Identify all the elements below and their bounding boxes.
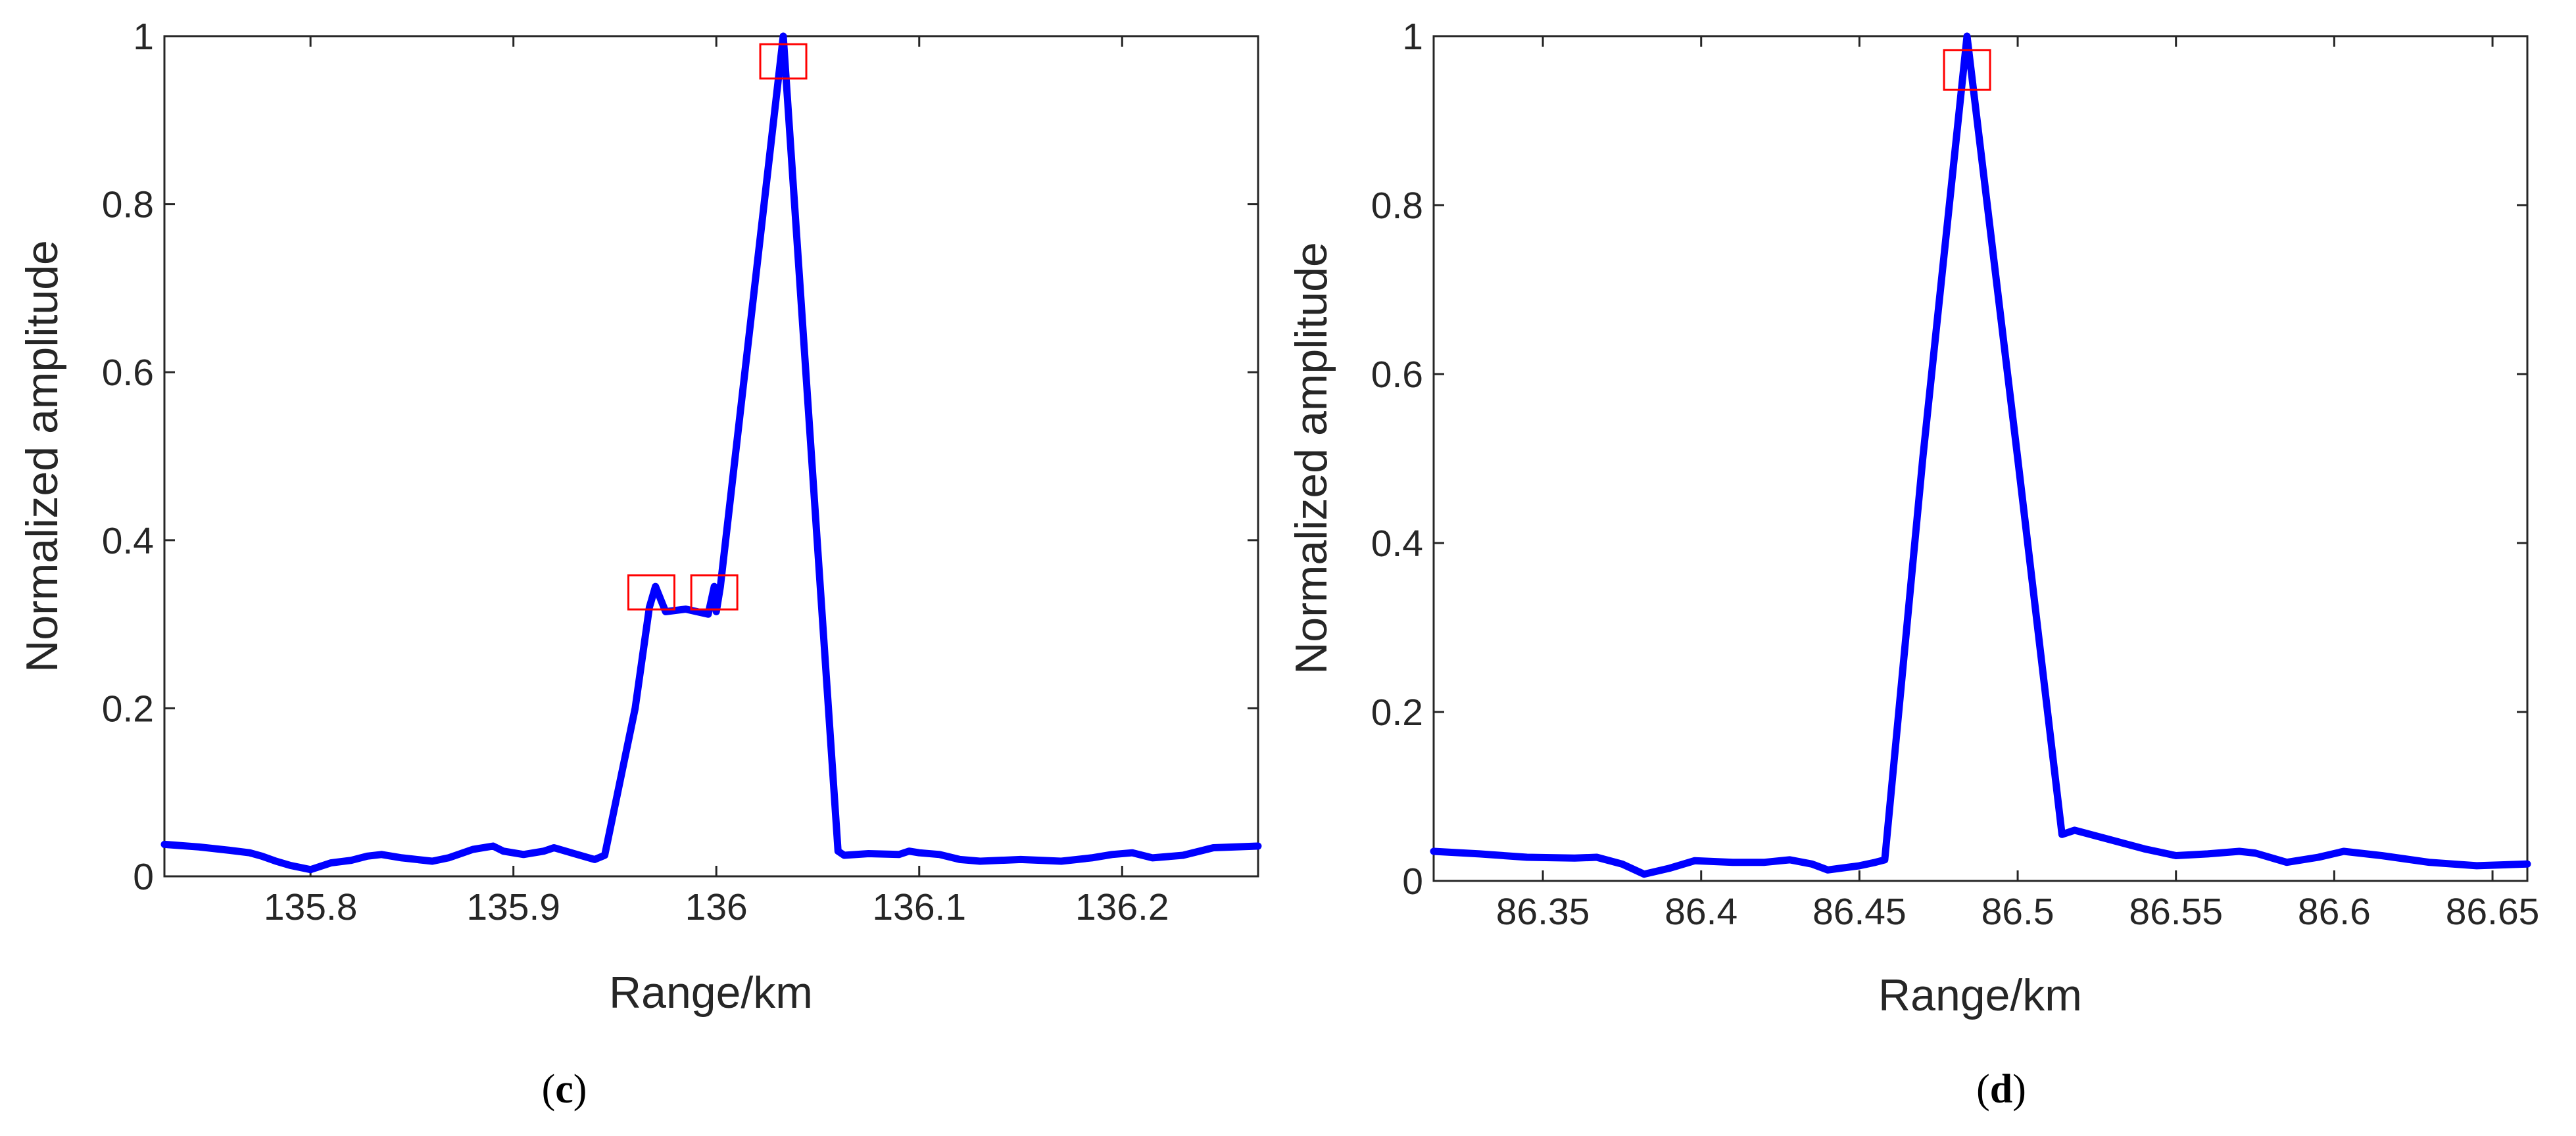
y-axis-label-c: Normalized amplitude (17, 240, 67, 673)
caption-c-letter: c (555, 1067, 573, 1112)
y-tick-label-c: 0.6 (102, 352, 154, 394)
x-tick-label-c: 135.9 (466, 886, 560, 928)
y-tick-label-d: 0.2 (1371, 692, 1423, 734)
y-tick-label-d: 0.4 (1371, 523, 1423, 565)
plot-area-c: 135.8 135.9 136 136.1 136.2 0 0.2 0.4 0.6 0.8 1 (102, 16, 1262, 928)
y-tick-label-d: 1 (1402, 16, 1423, 58)
x-axis-label-c: Range/km (609, 968, 813, 1018)
caption-c: (c) (542, 1067, 587, 1112)
caption-d-letter: d (1990, 1067, 2012, 1112)
caption-d: (d) (1976, 1067, 2026, 1112)
peak-marker-box-c (759, 43, 808, 80)
peak-marker-box-c (690, 574, 739, 611)
plot-frame-c (163, 35, 1259, 878)
x-tick-label-d: 86.4 (1665, 891, 1738, 933)
y-tick-label-c: 0.4 (102, 520, 154, 562)
y-tick-label-d: 0.6 (1371, 354, 1423, 396)
x-tick-label-c: 136 (685, 886, 748, 928)
x-tick-label-d: 86.6 (2298, 891, 2371, 933)
peak-marker-box-d (1943, 49, 1991, 91)
x-tick-label-d: 86.35 (1496, 891, 1590, 933)
y-tick-label-c: 0 (133, 856, 154, 898)
y-tick-label-c: 0.8 (102, 184, 154, 226)
x-axis-label-d: Range/km (1878, 970, 2082, 1020)
x-tick-label-c: 135.8 (264, 886, 358, 928)
y-axis-label-d: Normalized amplitude (1286, 242, 1336, 674)
x-tick-label-c: 136.2 (1075, 886, 1169, 928)
y-tick-label-d: 0 (1402, 861, 1423, 903)
peak-marker-box-c (627, 574, 675, 611)
x-tick-label-d: 86.55 (2129, 891, 2223, 933)
plot-area-d: 86.35 86.4 86.45 86.5 86.55 86.6 86.65 0 0.2 0.4 0… (1371, 16, 2540, 933)
chart-panel-d: 86.35 86.4 86.45 86.5 86.55 86.6 86.65 0 0.2 0.4 0… (1286, 16, 2539, 1112)
series-line-d (1430, 32, 2531, 878)
x-tick-label-d: 86.45 (1812, 891, 1907, 933)
chart-panel-c: 135.8 135.9 136 136.1 136.2 0 0.2 0.4 0.6 0.8 1 Ra… (17, 16, 1262, 1112)
y-tick-label-c: 0.2 (102, 688, 154, 730)
series-line-c (160, 32, 1262, 874)
y-tick-label-c: 1 (133, 16, 154, 58)
x-tick-label-d: 86.5 (1981, 891, 2054, 933)
x-tick-label-c: 136.1 (872, 886, 966, 928)
x-tick-label-d: 86.65 (2446, 891, 2540, 933)
y-tick-label-d: 0.8 (1371, 185, 1423, 227)
